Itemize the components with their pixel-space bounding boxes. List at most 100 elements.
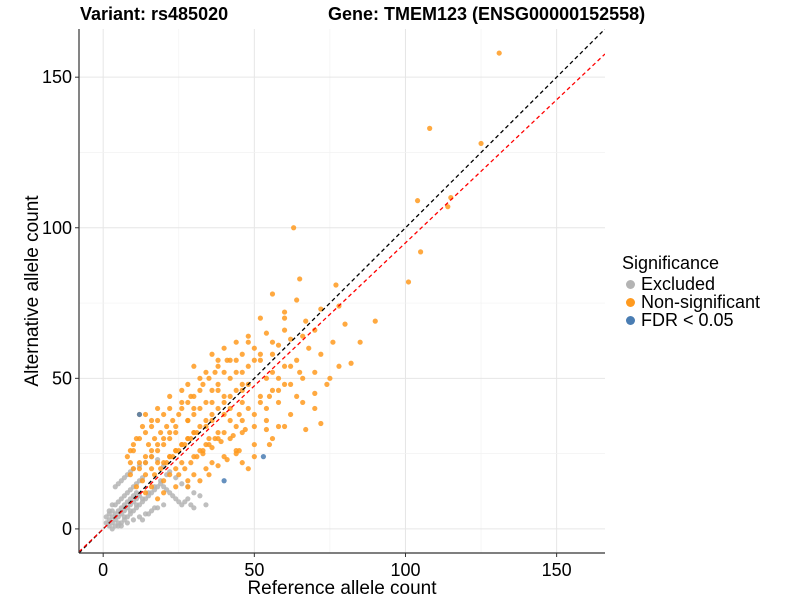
point-non-significant [303,426,309,433]
legend-swatch-excluded [626,279,635,289]
point-non-significant [221,399,227,406]
legend-item-fdr: FDR < 0.05 [622,310,760,330]
point-non-significant [427,125,433,131]
point-non-significant [221,429,227,436]
point-non-significant [182,441,188,448]
point-non-significant [127,472,133,478]
x-tick-label: 0 [98,560,108,580]
point-non-significant [215,381,221,387]
point-non-significant [266,393,273,400]
point-non-significant [161,441,167,448]
axis-ticks: 0 50 100 150 0 50 100 150 [42,67,572,580]
point-non-significant [142,454,149,460]
point-non-significant [281,315,288,321]
point-non-significant [236,411,242,418]
point-non-significant [194,454,200,460]
point-non-significant [233,451,239,457]
grid-lines [79,29,605,553]
point-non-significant [233,423,239,430]
point-excluded [130,517,137,523]
point-non-significant [269,291,276,297]
y-tick-label: 50 [52,368,72,388]
point-excluded [191,505,197,511]
point-non-significant [269,369,276,375]
point-non-significant [288,336,294,342]
point-non-significant [215,405,221,412]
point-non-significant [233,357,239,363]
point-non-significant [212,369,218,375]
point-non-significant [300,333,306,339]
point-non-significant [227,393,233,400]
point-excluded [161,502,167,508]
point-non-significant [300,375,306,381]
point-non-significant [142,460,149,466]
point-non-significant [221,393,227,400]
point-non-significant [263,330,270,336]
y-tick-label: 0 [62,519,72,539]
point-non-significant [215,363,221,369]
point-non-significant [161,435,167,442]
point-non-significant [136,460,143,466]
point-non-significant [281,381,288,387]
point-non-significant [266,441,273,448]
point-non-significant [405,279,412,285]
point-non-significant [257,393,263,400]
point-non-significant [133,484,140,490]
point-non-significant [209,351,215,357]
x-tick-label: 100 [390,560,420,580]
point-non-significant [142,429,149,436]
point-non-significant [164,423,170,430]
point-non-significant [148,466,155,472]
y-axis-label: Alternative allele count [22,195,43,387]
point-excluded [121,514,127,520]
point-non-significant [176,411,182,418]
point-non-significant [179,405,185,412]
point-excluded [185,496,191,502]
point-non-significant [263,426,270,433]
point-non-significant [281,309,288,315]
point-non-significant [275,399,282,406]
point-non-significant [281,327,288,333]
point-non-significant [233,387,239,393]
point-non-significant [154,405,161,412]
point-non-significant [239,417,245,424]
point-non-significant [312,327,318,333]
point-non-significant [417,249,424,255]
point-non-significant [221,345,227,351]
point-non-significant [218,438,224,445]
point-non-significant [161,478,167,484]
point-non-significant [158,466,164,472]
point-non-significant [188,460,194,466]
point-non-significant [324,381,330,387]
point-non-significant [154,448,161,454]
point-non-significant [245,363,251,369]
point-non-significant [291,225,297,231]
chart-title-gene: Gene: TMEM123 (ENSG00000152558) [328,4,646,24]
point-non-significant [185,399,191,406]
point-non-significant [330,339,336,345]
point-non-significant [245,405,251,412]
point-excluded [145,511,152,517]
y-tick-label: 100 [42,218,72,238]
point-non-significant [142,490,149,496]
point-non-significant [173,429,179,436]
point-excluded [124,520,130,526]
point-non-significant [297,369,303,375]
point-non-significant [251,423,257,430]
point-non-significant [239,369,245,375]
point-non-significant [478,140,484,147]
point-non-significant [203,466,209,472]
point-non-significant [269,351,276,357]
point-non-significant [206,435,212,442]
point-non-significant [130,441,137,448]
point-non-significant [191,472,197,478]
point-non-significant [179,387,185,393]
point-non-significant [203,417,209,424]
point-non-significant [139,423,146,430]
point-non-significant [139,478,146,484]
point-non-significant [206,472,212,478]
point-non-significant [173,484,179,490]
point-non-significant [164,460,170,466]
point-non-significant [312,405,318,412]
